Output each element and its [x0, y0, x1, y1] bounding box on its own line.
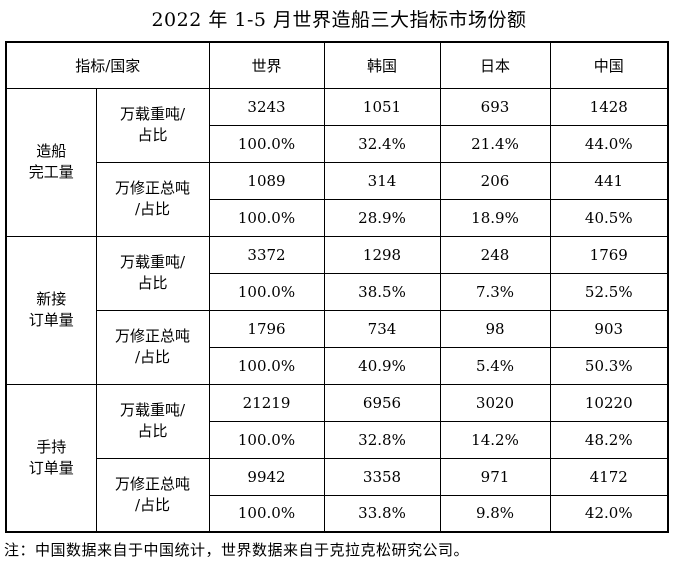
table-row: 新接 订单量 万载重吨/ 占比 3372 1298 248 1769	[5, 235, 669, 385]
share-cell: 14.2%	[439, 420, 551, 459]
share-cell: 52.5%	[549, 272, 669, 311]
share-cell: 40.9%	[323, 346, 441, 385]
table-row: 万修正总吨 /占比 9942 3358 971 4172	[6, 457, 669, 533]
section-label-line: 订单量	[28, 311, 74, 329]
section-label-line: 订单量	[28, 458, 74, 477]
value-cell: 9942	[208, 457, 325, 496]
value-cell: 6956	[323, 383, 441, 422]
value-cell: 693	[439, 87, 551, 126]
share-cell: 100.0%	[208, 420, 325, 459]
section-label-line: 手持	[36, 437, 67, 456]
share-cell: 33.8%	[323, 494, 441, 533]
section-label-line: 新接	[36, 290, 67, 308]
section-label-completions: 造船 完工量	[5, 87, 97, 237]
metric-label-line: /占比	[134, 348, 171, 366]
column-header-world: 世界	[208, 41, 325, 89]
metric-label-dwt: 万载重吨/ 占比	[95, 235, 210, 311]
section-label-line: 完工量	[28, 163, 74, 181]
value-cell: 3358	[323, 457, 441, 496]
table-row: 100.0% 33.8% 9.8% 42.0%	[6, 494, 669, 533]
value-cell: 248	[439, 235, 551, 274]
table-row: 造船 完工量 万载重吨/ 占比 3243 1051 693 1428	[5, 87, 669, 237]
value-cell: 4172	[549, 457, 669, 496]
metric-label-dwt: 万载重吨/ 占比	[95, 87, 210, 163]
metric-label-line: 万修正总吨	[114, 327, 190, 345]
value-cell: 1796	[208, 309, 325, 348]
table-row: 万修正总吨 /占比 1796 734 98 903	[6, 309, 669, 385]
share-cell: 9.8%	[439, 494, 551, 533]
column-header-korea: 韩国	[323, 41, 441, 89]
metric-label-line: /占比	[134, 495, 171, 514]
corner-header: 指标/国家	[5, 41, 210, 89]
value-cell: 734	[323, 309, 441, 348]
metric-label-line: 万载重吨/	[119, 253, 186, 271]
table-title: 2022 年 1-5 月世界造船三大指标市场份额	[151, 9, 527, 31]
share-cell: 7.3%	[439, 272, 551, 311]
share-cell: 44.0%	[549, 124, 669, 163]
section-label-new-orders: 新接 订单量	[5, 235, 97, 385]
share-cell: 5.4%	[439, 346, 551, 385]
value-cell: 1428	[549, 87, 669, 126]
metric-label-line: 占比	[137, 274, 168, 292]
share-cell: 100.0%	[208, 494, 325, 533]
value-cell: 441	[549, 161, 669, 200]
value-cell: 1298	[323, 235, 441, 274]
share-cell: 100.0%	[208, 198, 325, 237]
shipbuilding-indicators-table: 指标/国家 世界 韩国 日本 中国 造船 完工量 万载重吨/ 占比 3243 1…	[5, 41, 669, 533]
value-cell: 206	[439, 161, 551, 200]
share-cell: 38.5%	[323, 272, 441, 311]
metric-label-line: 万载重吨/	[119, 401, 186, 419]
metric-label-line: 占比	[137, 422, 168, 440]
share-cell: 18.9%	[439, 198, 551, 237]
table-row: 100.0% 28.9% 18.9% 40.5%	[6, 198, 669, 237]
metric-label-line: 万修正总吨	[114, 474, 190, 493]
value-cell: 314	[323, 161, 441, 200]
share-cell: 48.2%	[549, 420, 669, 459]
share-cell: 100.0%	[208, 346, 325, 385]
value-cell: 1089	[208, 161, 325, 200]
source-note: 注：中国数据来自于中国统计，世界数据来自于克拉克松研究公司。	[4, 541, 470, 559]
table-row: 100.0% 32.4% 21.4% 44.0%	[6, 124, 669, 163]
share-cell: 21.4%	[439, 124, 551, 163]
column-header-china: 中国	[549, 41, 669, 89]
value-cell: 98	[439, 309, 551, 348]
header-row: 指标/国家 世界 韩国 日本 中国	[5, 41, 669, 89]
metric-label-line: 万修正总吨	[114, 179, 190, 197]
share-cell: 100.0%	[208, 272, 325, 311]
section-label-order-backlog: 手持 订单量	[5, 383, 97, 533]
share-cell: 40.5%	[549, 198, 669, 237]
share-cell: 32.8%	[323, 420, 441, 459]
share-cell: 28.9%	[323, 198, 441, 237]
value-cell: 3020	[439, 383, 551, 422]
share-cell: 100.0%	[208, 124, 325, 163]
share-cell: 32.4%	[323, 124, 441, 163]
value-cell: 10220	[549, 383, 669, 422]
share-cell: 42.0%	[549, 494, 669, 533]
value-cell: 1769	[549, 235, 669, 274]
table-row: 100.0% 32.8% 14.2% 48.2%	[6, 420, 669, 459]
table-row: 100.0% 38.5% 7.3% 52.5%	[6, 272, 669, 311]
metric-label-cgt: 万修正总吨 /占比	[95, 161, 210, 237]
table-row: 手持 订单量 万载重吨/ 占比 21219 6956 3020 10220	[5, 383, 669, 533]
column-header-japan: 日本	[439, 41, 551, 89]
value-cell: 3372	[208, 235, 325, 274]
metric-label-cgt: 万修正总吨 /占比	[95, 457, 210, 533]
value-cell: 903	[549, 309, 669, 348]
section-label-line: 造船	[36, 142, 67, 160]
metric-label-line: 万载重吨/	[119, 105, 186, 123]
value-cell: 3243	[208, 87, 325, 126]
value-cell: 1051	[323, 87, 441, 126]
metric-label-cgt: 万修正总吨 /占比	[95, 309, 210, 385]
metric-label-line: /占比	[134, 200, 171, 218]
metric-label-line: 占比	[137, 126, 168, 144]
table-row: 万修正总吨 /占比 1089 314 206 441	[6, 161, 669, 237]
metric-label-dwt: 万载重吨/ 占比	[95, 383, 210, 459]
table-row: 100.0% 40.9% 5.4% 50.3%	[6, 346, 669, 385]
value-cell: 21219	[208, 383, 325, 422]
share-cell: 50.3%	[549, 346, 669, 385]
value-cell: 971	[439, 457, 551, 496]
